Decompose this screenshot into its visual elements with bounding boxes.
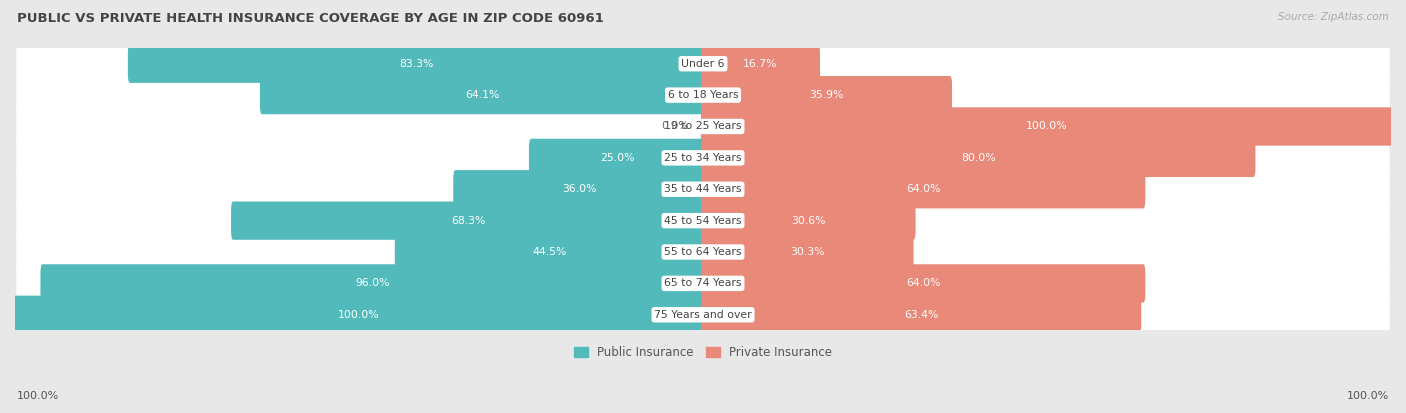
FancyBboxPatch shape bbox=[17, 228, 1389, 276]
FancyBboxPatch shape bbox=[13, 296, 704, 334]
Text: 35.9%: 35.9% bbox=[810, 90, 844, 100]
FancyBboxPatch shape bbox=[128, 45, 704, 83]
FancyBboxPatch shape bbox=[17, 259, 1389, 307]
Text: 80.0%: 80.0% bbox=[960, 153, 995, 163]
FancyBboxPatch shape bbox=[702, 296, 1142, 334]
Text: 100.0%: 100.0% bbox=[1026, 121, 1067, 131]
Text: 30.6%: 30.6% bbox=[792, 216, 825, 225]
FancyBboxPatch shape bbox=[231, 202, 704, 240]
Text: 35 to 44 Years: 35 to 44 Years bbox=[664, 184, 742, 194]
FancyBboxPatch shape bbox=[702, 107, 1393, 146]
FancyBboxPatch shape bbox=[702, 76, 952, 114]
Text: 63.4%: 63.4% bbox=[904, 310, 938, 320]
Text: 55 to 64 Years: 55 to 64 Years bbox=[664, 247, 742, 257]
FancyBboxPatch shape bbox=[17, 40, 1389, 88]
Text: 83.3%: 83.3% bbox=[399, 59, 433, 69]
Text: 30.3%: 30.3% bbox=[790, 247, 824, 257]
FancyBboxPatch shape bbox=[17, 165, 1389, 213]
Text: 100.0%: 100.0% bbox=[339, 310, 380, 320]
FancyBboxPatch shape bbox=[702, 170, 1146, 209]
FancyBboxPatch shape bbox=[453, 170, 704, 209]
Text: 64.1%: 64.1% bbox=[465, 90, 499, 100]
Text: 96.0%: 96.0% bbox=[356, 278, 389, 288]
Text: 68.3%: 68.3% bbox=[451, 216, 485, 225]
FancyBboxPatch shape bbox=[17, 103, 1389, 150]
FancyBboxPatch shape bbox=[702, 264, 1146, 303]
FancyBboxPatch shape bbox=[702, 233, 914, 271]
FancyBboxPatch shape bbox=[702, 45, 820, 83]
Text: 64.0%: 64.0% bbox=[905, 278, 941, 288]
Text: 65 to 74 Years: 65 to 74 Years bbox=[664, 278, 742, 288]
Text: 36.0%: 36.0% bbox=[562, 184, 596, 194]
FancyBboxPatch shape bbox=[17, 291, 1389, 339]
FancyBboxPatch shape bbox=[17, 71, 1389, 119]
FancyBboxPatch shape bbox=[17, 197, 1389, 244]
Text: 16.7%: 16.7% bbox=[744, 59, 778, 69]
Text: 64.0%: 64.0% bbox=[905, 184, 941, 194]
FancyBboxPatch shape bbox=[529, 139, 704, 177]
Text: 45 to 54 Years: 45 to 54 Years bbox=[664, 216, 742, 225]
Text: Source: ZipAtlas.com: Source: ZipAtlas.com bbox=[1278, 12, 1389, 22]
FancyBboxPatch shape bbox=[395, 233, 704, 271]
Text: 25.0%: 25.0% bbox=[600, 153, 634, 163]
Text: Under 6: Under 6 bbox=[682, 59, 724, 69]
FancyBboxPatch shape bbox=[702, 139, 1256, 177]
Text: 44.5%: 44.5% bbox=[533, 247, 567, 257]
Legend: Public Insurance, Private Insurance: Public Insurance, Private Insurance bbox=[569, 342, 837, 364]
Text: 6 to 18 Years: 6 to 18 Years bbox=[668, 90, 738, 100]
FancyBboxPatch shape bbox=[41, 264, 704, 303]
Text: 25 to 34 Years: 25 to 34 Years bbox=[664, 153, 742, 163]
Text: 0.0%: 0.0% bbox=[661, 121, 689, 131]
FancyBboxPatch shape bbox=[702, 202, 915, 240]
Text: 100.0%: 100.0% bbox=[17, 391, 59, 401]
FancyBboxPatch shape bbox=[17, 134, 1389, 182]
Text: PUBLIC VS PRIVATE HEALTH INSURANCE COVERAGE BY AGE IN ZIP CODE 60961: PUBLIC VS PRIVATE HEALTH INSURANCE COVER… bbox=[17, 12, 603, 25]
Text: 75 Years and over: 75 Years and over bbox=[654, 310, 752, 320]
Text: 19 to 25 Years: 19 to 25 Years bbox=[664, 121, 742, 131]
FancyBboxPatch shape bbox=[260, 76, 704, 114]
Text: 100.0%: 100.0% bbox=[1347, 391, 1389, 401]
